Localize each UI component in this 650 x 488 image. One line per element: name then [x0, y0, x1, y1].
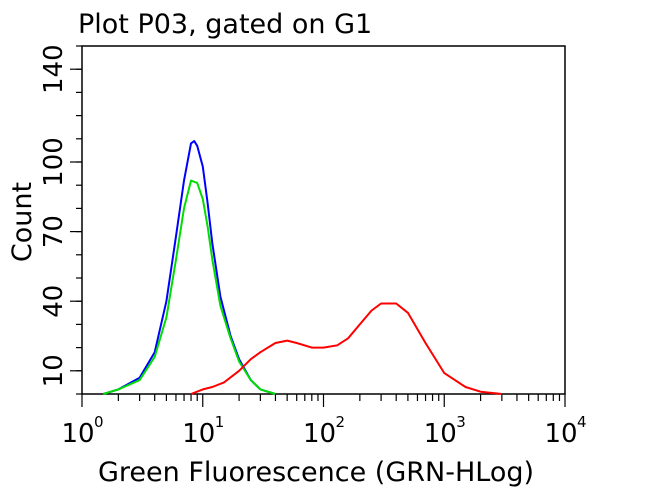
- x-axis-label: Green Fluorescence (GRN-HLog): [98, 457, 534, 488]
- chart-title: Plot P03, gated on G1: [78, 9, 372, 40]
- histogram-series-line-1: [103, 179, 276, 395]
- histogram-series-line-0: [103, 140, 276, 395]
- y-axis-label: Count: [7, 182, 38, 262]
- x-tick-exponent: 3: [456, 413, 466, 431]
- y-tick-label: 10: [39, 354, 69, 387]
- x-tick-exponent: 1: [215, 413, 225, 431]
- y-tick-label: 140: [39, 44, 69, 94]
- plot-frame: [81, 45, 566, 395]
- histogram-series-line-2: [190, 302, 503, 395]
- x-tick-label: 10: [303, 419, 336, 449]
- x-tick-label: 10: [61, 419, 94, 449]
- x-tick-exponent: 2: [336, 413, 346, 431]
- x-tick-label: 10: [182, 419, 215, 449]
- histogram-series: [103, 140, 503, 395]
- x-tick-label: 10: [544, 419, 577, 449]
- x-tick-exponent: 0: [94, 413, 104, 431]
- y-tick-label: 40: [39, 285, 69, 318]
- x-tick-label: 10: [424, 419, 457, 449]
- y-tick-label: 100: [39, 137, 69, 187]
- x-axis-ticks: 10 0 10 1 10 2 10 3 10 4: [61, 394, 587, 449]
- x-tick-exponent: 4: [577, 413, 587, 431]
- y-tick-label: 70: [39, 215, 69, 248]
- y-axis-ticks: 10 40 70 100 140: [39, 44, 82, 395]
